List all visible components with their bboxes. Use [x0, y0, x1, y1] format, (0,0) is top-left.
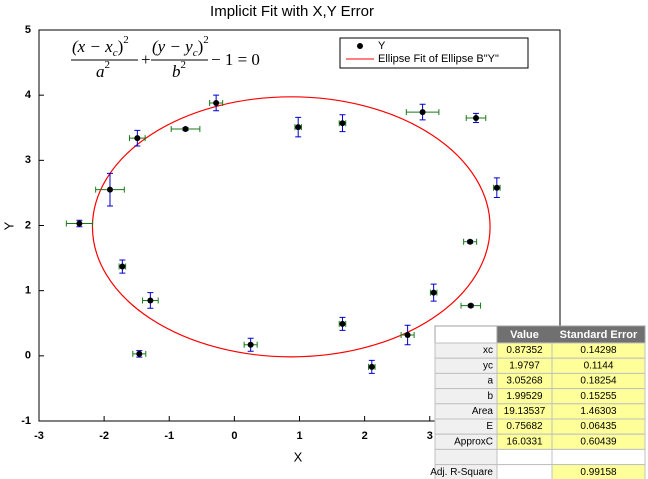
eq-den2: b2 — [172, 59, 186, 81]
y-tick-label: 5 — [25, 24, 31, 36]
equation: (x − xc)2 a2 + (y − yc)2 b2 − 1 = 0 — [71, 34, 260, 81]
y-tick-label: -1 — [21, 415, 31, 427]
table-header-text: Value — [510, 329, 539, 341]
fit-ellipse — [91, 96, 491, 358]
chart-title: Implicit Fit with X,Y Error — [210, 3, 374, 20]
table-value: 0.75682 — [506, 421, 543, 432]
point — [430, 289, 437, 296]
table-label: xc — [483, 345, 493, 356]
point — [419, 109, 426, 116]
table-header-text: Standard Error — [560, 329, 638, 341]
table-cell — [434, 448, 498, 466]
y-tick-label: 4 — [25, 89, 32, 101]
table-label: E — [486, 421, 493, 432]
point — [106, 186, 113, 193]
table-label: ApproxC — [454, 436, 493, 447]
table-value: 0.60439 — [580, 436, 617, 447]
point — [467, 238, 474, 245]
table-cell — [496, 464, 553, 479]
table-value: 1.9797 — [509, 360, 540, 371]
legend-box — [339, 37, 529, 69]
legend-label: Ellipse Fit of Ellipse B"Y" — [378, 53, 499, 65]
x-tick-label: -1 — [164, 430, 174, 442]
point — [472, 114, 479, 121]
point — [295, 124, 302, 131]
table-label: Area — [472, 406, 494, 417]
table-value: 1.99529 — [506, 391, 543, 402]
x-tick-label: 0 — [231, 430, 237, 442]
eq-den1: a2 — [96, 59, 110, 81]
table-value: 3.05268 — [506, 376, 543, 387]
y-tick-label: 1 — [25, 285, 31, 297]
table-cell — [551, 448, 646, 466]
eq-tail: − 1 = 0 — [211, 50, 260, 69]
point — [147, 297, 154, 304]
table-value: 0.06435 — [580, 421, 617, 432]
point — [182, 126, 189, 133]
point — [134, 135, 141, 142]
y-tick-label: 2 — [25, 219, 31, 231]
table-cell — [496, 448, 553, 466]
table-value: 16.0331 — [506, 436, 543, 447]
eq-plus: + — [141, 50, 151, 69]
x-tick-label: -2 — [99, 430, 109, 442]
point — [493, 184, 500, 191]
point — [76, 220, 83, 227]
point — [467, 302, 474, 309]
table-value: 1.46303 — [580, 406, 617, 417]
x-axis-label: X — [294, 449, 303, 464]
table-label: b — [487, 391, 493, 402]
table-label: a — [487, 376, 493, 387]
point — [136, 350, 143, 357]
x-tick-label: 2 — [362, 430, 368, 442]
table-label: Adj. R-Square — [430, 467, 493, 478]
table-value: 0.15255 — [580, 391, 617, 402]
legend-label: Y — [378, 40, 386, 52]
eq-num1: (x − xc)2 — [72, 34, 129, 59]
point — [339, 320, 346, 327]
table-value: 0.14298 — [580, 345, 617, 356]
table-value: 0.1144 — [584, 360, 614, 371]
point — [368, 363, 375, 370]
table-value: 0.87352 — [506, 345, 543, 356]
y-tick-label: 0 — [25, 350, 31, 362]
y-axis-label: Y — [1, 221, 16, 230]
table-value: 19.13537 — [504, 406, 546, 417]
point — [404, 331, 411, 338]
x-tick-label: -3 — [34, 430, 44, 442]
table-label: yc — [483, 360, 493, 371]
table-value: 0.99158 — [580, 467, 617, 478]
point — [119, 263, 126, 270]
point — [339, 120, 346, 127]
point — [247, 341, 254, 348]
x-tick-label: 1 — [296, 430, 302, 442]
point — [213, 99, 220, 106]
table-value: 0.18254 — [580, 376, 617, 387]
y-tick-label: 3 — [25, 154, 31, 166]
legend-marker — [357, 43, 363, 49]
table-cell — [551, 464, 646, 479]
eq-num2: (y − yc)2 — [152, 34, 209, 59]
x-tick-label: 3 — [427, 430, 433, 442]
